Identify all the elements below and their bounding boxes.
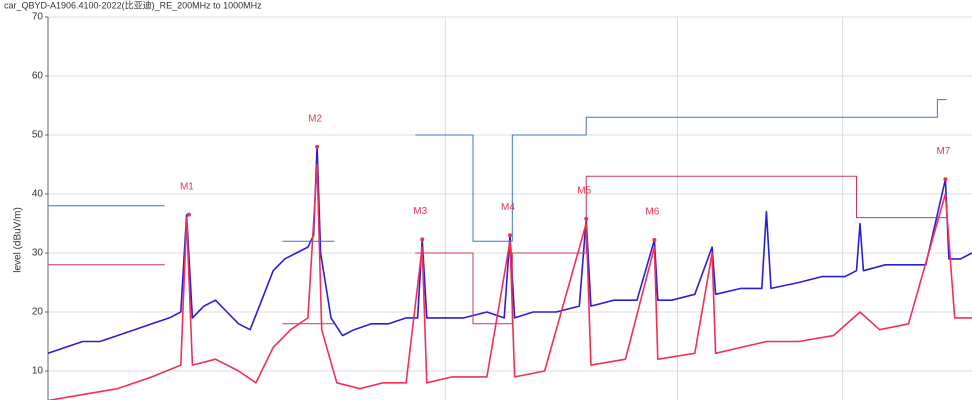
marker-dot bbox=[315, 144, 320, 149]
marker-label: M1 bbox=[180, 181, 194, 192]
series-line bbox=[48, 99, 947, 242]
chart-title: car_QBYD-A1906.4100-2022(比亚迪)_RE_200MHz … bbox=[4, 0, 262, 10]
series-line bbox=[47, 163, 972, 400]
marker-dot bbox=[508, 233, 512, 238]
series-line bbox=[48, 175, 947, 325]
marker-label: M6 bbox=[645, 207, 659, 218]
marker-label: M7 bbox=[936, 146, 950, 157]
y-tick-label: 20 bbox=[32, 307, 44, 318]
marker-label: M4 bbox=[501, 202, 515, 213]
marker-dot bbox=[943, 177, 948, 182]
y-tick-label: 40 bbox=[32, 189, 44, 200]
marker-dot bbox=[186, 212, 191, 217]
y-tick-label: 60 bbox=[32, 71, 44, 82]
marker-label: M3 bbox=[413, 206, 427, 217]
y-tick-label: 30 bbox=[32, 248, 44, 259]
marker-label: M5 bbox=[577, 185, 591, 196]
y-axis-label: level (dBuV/m) bbox=[13, 207, 24, 273]
series-line bbox=[47, 146, 972, 355]
marker-label: M2 bbox=[308, 113, 322, 124]
y-tick-label: 70 bbox=[32, 12, 44, 23]
marker-dot bbox=[652, 238, 657, 243]
marker-dot bbox=[420, 237, 425, 242]
marker-dot bbox=[584, 216, 589, 221]
y-tick-label: 50 bbox=[32, 130, 44, 141]
y-tick-label: 10 bbox=[32, 366, 44, 377]
